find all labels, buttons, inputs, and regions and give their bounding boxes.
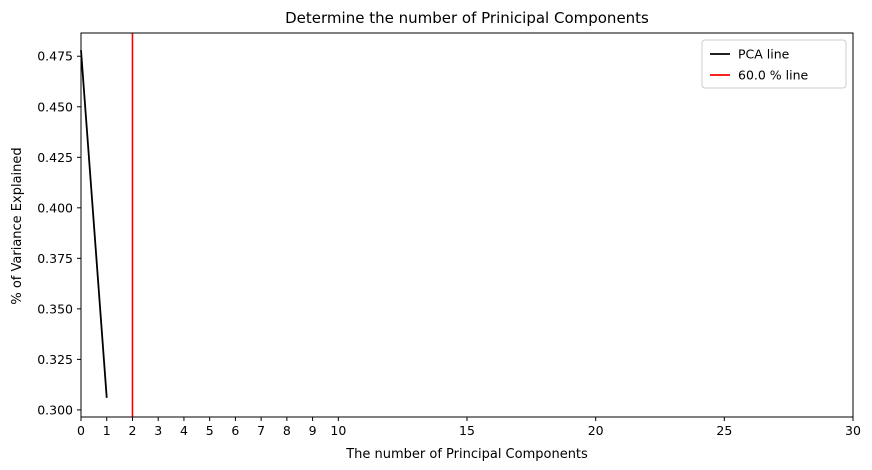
legend: PCA line 60.0 % line xyxy=(701,39,847,89)
y-tick-label: 0.425 xyxy=(37,150,73,165)
legend-box xyxy=(701,39,847,89)
x-tick-label: 15 xyxy=(459,423,475,438)
y-tick-label: 0.375 xyxy=(37,251,73,266)
x-tick-label: 20 xyxy=(588,423,604,438)
legend-label-1: 60.0 % line xyxy=(738,68,809,83)
y-axis-label: % of Variance Explained xyxy=(10,147,25,304)
y-tick-label: 0.350 xyxy=(37,301,73,316)
x-tick-label: 8 xyxy=(283,423,291,438)
x-axis-label: The number of Principal Components xyxy=(345,447,588,462)
x-tick-label: 10 xyxy=(330,423,346,438)
y-tick-label: 0.325 xyxy=(37,352,73,367)
x-tick-label: 30 xyxy=(845,423,861,438)
x-tick-label: 9 xyxy=(309,423,317,438)
x-tick-label: 25 xyxy=(716,423,732,438)
y-tick-label: 0.300 xyxy=(37,402,73,417)
legend-label-0: PCA line xyxy=(738,47,790,62)
x-tick-label: 6 xyxy=(231,423,239,438)
series-line-0 xyxy=(80,50,108,398)
plot-area xyxy=(80,32,854,418)
y-tick-label: 0.450 xyxy=(37,99,73,114)
x-tick-label: 5 xyxy=(206,423,214,438)
x-tick-label: 3 xyxy=(154,423,162,438)
y-tick-label: 0.400 xyxy=(37,200,73,215)
plot-frame xyxy=(80,32,854,418)
x-tick-label: 4 xyxy=(180,423,188,438)
x-axis: 0 1 2 3 4 5 6 7 8 9 10 15 20 25 30 xyxy=(77,417,861,438)
x-tick-label: 0 xyxy=(77,423,85,438)
x-tick-label: 1 xyxy=(103,423,111,438)
y-tick-label: 0.475 xyxy=(37,49,73,64)
x-tick-label: 2 xyxy=(128,423,136,438)
y-axis: 0.300 0.325 0.350 0.375 0.400 0.425 0.450 0.475 xyxy=(37,49,81,417)
chart-title: Determine the number of Prinicipal Compo… xyxy=(285,9,649,27)
x-tick-label: 7 xyxy=(257,423,265,438)
